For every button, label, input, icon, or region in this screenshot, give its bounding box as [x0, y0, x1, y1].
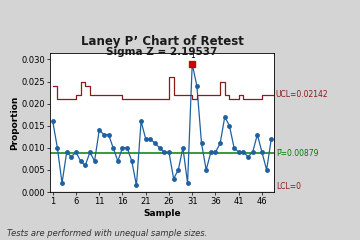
X-axis label: Sample: Sample	[143, 209, 181, 218]
Text: LCL=0: LCL=0	[276, 182, 301, 191]
Text: Laney P’ Chart of Retest: Laney P’ Chart of Retest	[81, 35, 243, 48]
Text: UCL=0.02142: UCL=0.02142	[276, 90, 328, 99]
Text: 1: 1	[190, 51, 195, 60]
Text: Sigma Z = 2.19537: Sigma Z = 2.19537	[106, 47, 218, 57]
Y-axis label: Proportion: Proportion	[10, 95, 19, 150]
Text: Tests are performed with unequal sample sizes.: Tests are performed with unequal sample …	[7, 228, 207, 238]
Text: P̅=0.00879: P̅=0.00879	[276, 149, 318, 158]
